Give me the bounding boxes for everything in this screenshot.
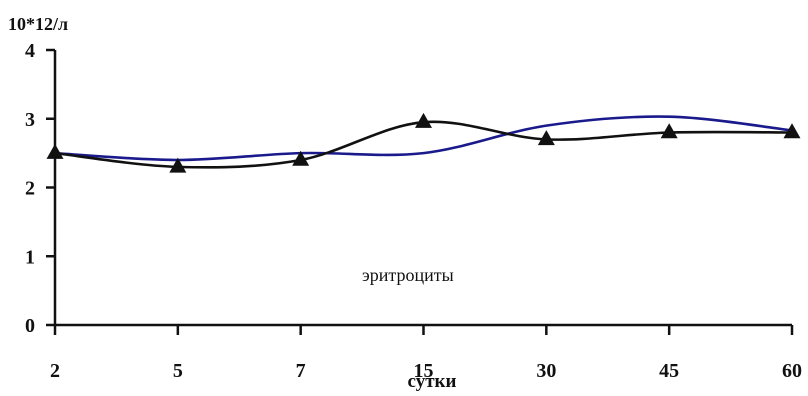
x-tick-label: 30 (536, 360, 556, 382)
data-point-triangle (169, 157, 187, 173)
x-axis-title: сутки (408, 371, 457, 392)
series-annotation: эритроциты (362, 265, 454, 285)
y-tick-label: 0 (25, 315, 35, 337)
y-tick-label: 2 (25, 178, 35, 200)
y-unit-label: 10*12/л (8, 14, 68, 34)
y-tick-label: 1 (25, 246, 35, 268)
series-layer (46, 112, 801, 173)
data-point-triangle (660, 123, 678, 139)
y-tick-label: 4 (25, 40, 35, 62)
y-ticks: 0 1 2 3 4 (25, 40, 55, 337)
y-tick-label: 3 (25, 109, 35, 131)
x-tick-label: 60 (782, 360, 802, 382)
x-tick-label: 7 (296, 360, 306, 382)
data-point-triangle (537, 130, 555, 146)
x-tick-label: 45 (659, 360, 679, 382)
x-tick-label: 5 (173, 360, 183, 382)
data-point-triangle (292, 150, 310, 166)
data-point-triangle (46, 143, 64, 159)
data-point-triangle (415, 112, 432, 128)
x-tick-label: 15 (414, 360, 434, 382)
x-ticks: 2 5 7 15 30 45 60 (50, 325, 802, 382)
data-point-triangle (783, 123, 801, 139)
x-tick-label: 2 (50, 360, 60, 382)
